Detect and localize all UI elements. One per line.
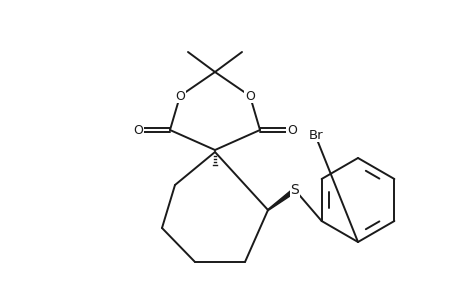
Polygon shape (267, 188, 296, 210)
Text: O: O (175, 89, 185, 103)
Text: O: O (286, 124, 297, 136)
Text: O: O (245, 89, 254, 103)
Text: O: O (133, 124, 143, 136)
Text: Br: Br (308, 128, 323, 142)
Text: S: S (290, 183, 299, 197)
